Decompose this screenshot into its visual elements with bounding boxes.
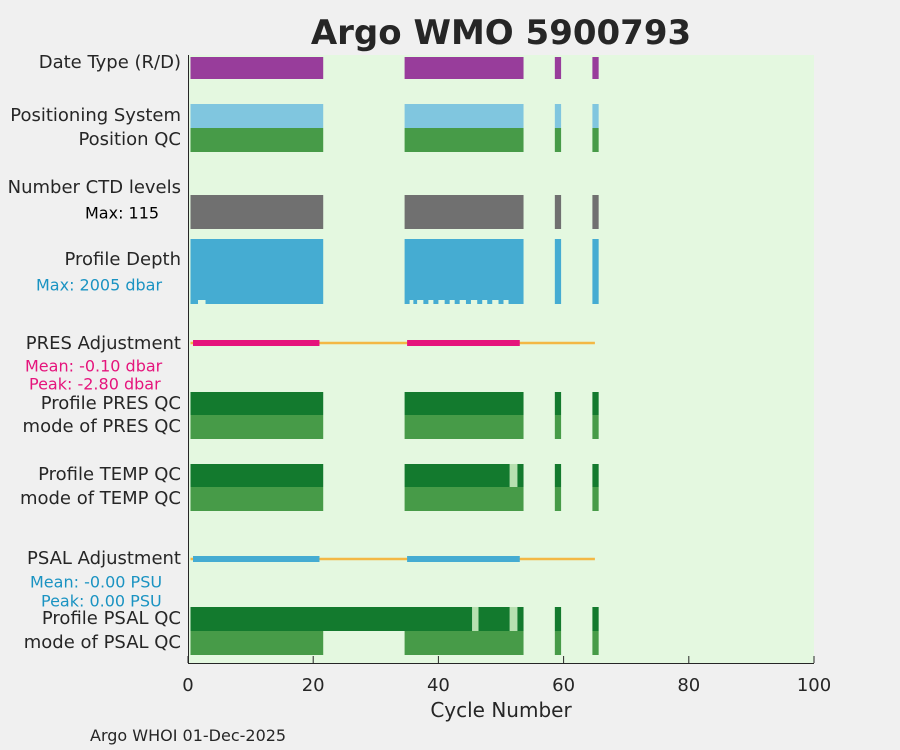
x-axis-label: Cycle Number (430, 698, 572, 722)
date-type-r-d-bar-0 (190, 57, 324, 79)
date-type-r-d-label: Date Type (R/D) (39, 52, 181, 73)
positioning-system-label: Positioning System (10, 105, 181, 126)
profile-depth-notch-10 (503, 300, 509, 304)
profile-pres-qc-bar-0 (190, 392, 324, 415)
profile-depth-annotation: Max: 2005 dbar (36, 276, 162, 295)
profile-psal-qc-bar-2 (517, 607, 524, 631)
pres-adjustment-bar-1 (407, 340, 520, 346)
mode-of-temp-qc-bar-3 (592, 487, 599, 511)
date-type-r-d-bar-1 (404, 57, 524, 79)
profile-temp-qc-bar-3 (554, 464, 562, 487)
number-ctd-levels-bar-2 (554, 195, 562, 229)
position-qc-bar-0 (190, 128, 324, 152)
profile-temp-qc-bar-4 (592, 464, 599, 487)
psal-adjustment-label: PSAL Adjustment (27, 548, 181, 569)
mode-of-temp-qc-bar-2 (554, 487, 562, 511)
profile-psal-qc-bar-4 (592, 607, 599, 631)
psal-adjustment-annotation-1: Peak: 0.00 PSU (41, 592, 162, 611)
position-qc-bar-2 (554, 128, 562, 152)
mode-of-pres-qc-bar-2 (554, 415, 562, 439)
x-tick-label-40: 40 (427, 675, 450, 696)
date-type-r-d-bar-3 (592, 57, 599, 79)
profile-depth-bar-3 (592, 239, 599, 304)
pres-adjustment-bar-0 (193, 340, 320, 346)
profile-depth-notch-9 (492, 300, 499, 304)
position-qc-bar-1 (404, 128, 524, 152)
profile-depth-bar-1 (404, 239, 524, 304)
pres-adjustment-annotation-1: Peak: -2.80 dbar (29, 375, 161, 394)
mode-of-pres-qc-bar-0 (190, 415, 324, 439)
profile-pres-qc-bar-1 (404, 392, 524, 415)
number-ctd-levels-label: Number CTD levels (8, 177, 181, 198)
position-qc-label: Position QC (78, 129, 181, 150)
profile-pres-qc-label: Profile PRES QC (41, 393, 181, 414)
mode-of-pres-qc-label: mode of PRES QC (23, 416, 181, 437)
pres-adjustment-annotation-0: Mean: -0.10 dbar (25, 357, 163, 376)
profile-psal-qc-pale-bar-1 (509, 607, 518, 631)
profile-psal-qc-bar-0 (190, 607, 473, 631)
mode-of-psal-qc-bar-3 (592, 631, 599, 655)
mode-of-psal-qc-bar-1 (404, 631, 524, 655)
positioning-system-bar-0 (190, 104, 324, 128)
number-ctd-levels-bar-0 (190, 195, 324, 229)
profile-depth-notch-4 (438, 300, 445, 304)
profile-depth-notch-3 (428, 300, 434, 304)
date-type-r-d-bar-2 (554, 57, 562, 79)
mode-of-temp-qc-label: mode of TEMP QC (20, 488, 181, 509)
x-tick-label-60: 60 (552, 675, 575, 696)
profile-psal-qc-label: Profile PSAL QC (42, 608, 181, 629)
position-qc-bar-3 (592, 128, 599, 152)
profile-pres-qc-bar-3 (592, 392, 599, 415)
profile-temp-qc-bar-1 (404, 464, 510, 487)
positioning-system-bar-2 (554, 104, 562, 128)
profile-depth-label: Profile Depth (64, 249, 181, 270)
footer-credit: Argo WHOI 01-Dec-2025 (90, 726, 286, 745)
profile-psal-qc-bar-3 (554, 607, 562, 631)
profile-depth-notch-2 (417, 300, 424, 304)
chart-title: Argo WMO 5900793 (311, 13, 691, 53)
profile-depth-notch-5 (449, 300, 455, 304)
mode-of-pres-qc-bar-3 (592, 415, 599, 439)
positioning-system-bar-3 (592, 104, 599, 128)
profile-depth-notch-6 (459, 300, 466, 304)
psal-adjustment-annotation-0: Mean: -0.00 PSU (30, 573, 162, 592)
mode-of-psal-qc-bar-0 (190, 631, 324, 655)
mode-of-temp-qc-bar-0 (190, 487, 324, 511)
mode-of-pres-qc-bar-1 (404, 415, 524, 439)
profile-temp-qc-pale-bar-0 (509, 464, 518, 487)
mode-of-temp-qc-bar-1 (404, 487, 524, 511)
profile-psal-qc-bar-1 (478, 607, 510, 631)
mode-of-psal-qc-label: mode of PSAL QC (24, 632, 181, 653)
x-tick-label-20: 20 (302, 675, 325, 696)
number-ctd-levels-bar-1 (404, 195, 524, 229)
mode-of-psal-qc-bar-2 (554, 631, 562, 655)
profile-psal-qc-pale-bar-0 (472, 607, 479, 631)
number-ctd-levels-bar-3 (592, 195, 599, 229)
positioning-system-bar-1 (404, 104, 524, 128)
profile-temp-qc-bar-2 (517, 464, 524, 487)
profile-depth-notch-0 (198, 300, 206, 304)
pres-adjustment-label: PRES Adjustment (26, 333, 181, 354)
profile-depth-notch-1 (409, 300, 414, 304)
profile-depth-bar-0 (190, 239, 324, 304)
profile-temp-qc-bar-0 (190, 464, 324, 487)
profile-depth-bar-2 (554, 239, 562, 304)
profile-pres-qc-bar-2 (554, 392, 562, 415)
x-tick-label-80: 80 (677, 675, 700, 696)
psal-adjustment-bar-1 (407, 556, 520, 562)
psal-adjustment-bar-0 (193, 556, 320, 562)
profile-depth-notch-7 (470, 300, 478, 304)
profile-depth-notch-8 (482, 300, 488, 304)
number-ctd-levels-annotation: Max: 115 (85, 204, 159, 223)
x-tick-label-100: 100 (797, 675, 831, 696)
x-tick-label-0: 0 (182, 675, 193, 696)
profile-temp-qc-label: Profile TEMP QC (38, 464, 181, 485)
